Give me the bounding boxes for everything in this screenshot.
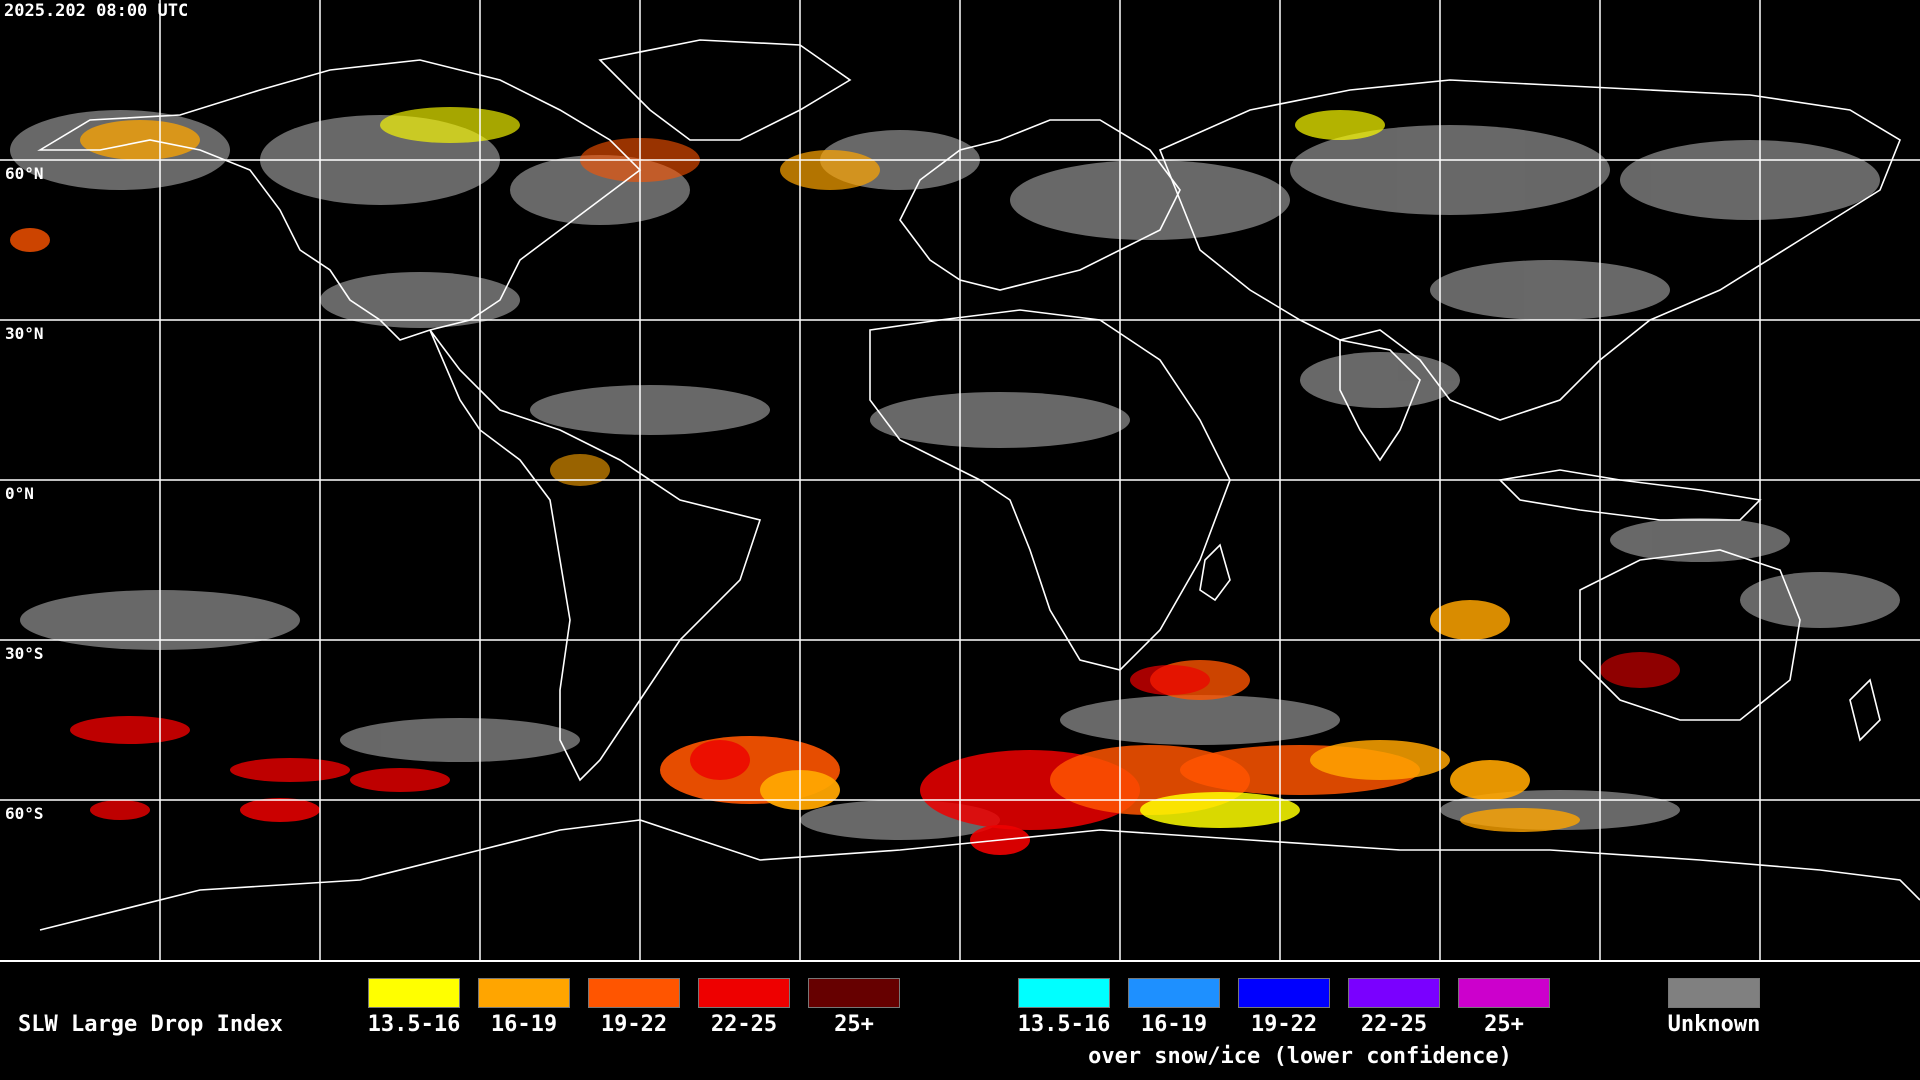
lat-label-30n: 30°N bbox=[5, 324, 44, 343]
lat-label-60n: 60°N bbox=[5, 164, 44, 183]
timestamp-label: 2025.202 08:00 UTC bbox=[4, 1, 189, 21]
legend-swatch-19-22 bbox=[588, 978, 680, 1008]
map-canvas bbox=[0, 0, 1920, 960]
lat-label-0n: 0°N bbox=[5, 484, 34, 503]
legend-swatch-snow-25plus bbox=[1458, 978, 1550, 1008]
world-map: 2025.202 08:00 UTC 60°N 30°N 0°N 30°S 60… bbox=[0, 0, 1920, 960]
legend-label-snow-13-16: 13.5-16 bbox=[1017, 1012, 1111, 1037]
legend-label-22-25: 22-25 bbox=[710, 1012, 778, 1037]
legend-title: SLW Large Drop Index bbox=[18, 1012, 283, 1037]
snow-ice-caption: over snow/ice (lower confidence) bbox=[1088, 1044, 1512, 1069]
legend-swatch-snow-19-22 bbox=[1238, 978, 1330, 1008]
legend-label-unknown: Unknown bbox=[1667, 1012, 1761, 1037]
legend-panel bbox=[0, 962, 1920, 1080]
legend-label-snow-25plus: 25+ bbox=[1484, 1012, 1524, 1037]
legend-swatch-snow-13-16 bbox=[1018, 978, 1110, 1008]
lat-label-30s: 30°S bbox=[5, 644, 44, 663]
legend-swatch-25plus bbox=[808, 978, 900, 1008]
lat-label-60s: 60°S bbox=[5, 804, 44, 823]
legend-swatch-22-25 bbox=[698, 978, 790, 1008]
map-legend-divider bbox=[0, 960, 1920, 962]
legend-label-16-19: 16-19 bbox=[490, 1012, 558, 1037]
legend-label-13-16: 13.5-16 bbox=[367, 1012, 461, 1037]
unknown-cloud-layer bbox=[10, 110, 1900, 840]
graticule bbox=[0, 0, 1920, 960]
legend-swatch-13-16 bbox=[368, 978, 460, 1008]
legend-swatch-16-19 bbox=[478, 978, 570, 1008]
legend-label-snow-22-25: 22-25 bbox=[1360, 1012, 1428, 1037]
legend-label-snow-19-22: 19-22 bbox=[1250, 1012, 1318, 1037]
slw-index-layer bbox=[10, 107, 1680, 855]
legend-label-25plus: 25+ bbox=[834, 1012, 874, 1037]
legend-swatch-snow-16-19 bbox=[1128, 978, 1220, 1008]
legend-swatch-snow-22-25 bbox=[1348, 978, 1440, 1008]
legend-label-snow-16-19: 16-19 bbox=[1140, 1012, 1208, 1037]
legend-swatch-unknown bbox=[1668, 978, 1760, 1008]
legend-label-19-22: 19-22 bbox=[600, 1012, 668, 1037]
